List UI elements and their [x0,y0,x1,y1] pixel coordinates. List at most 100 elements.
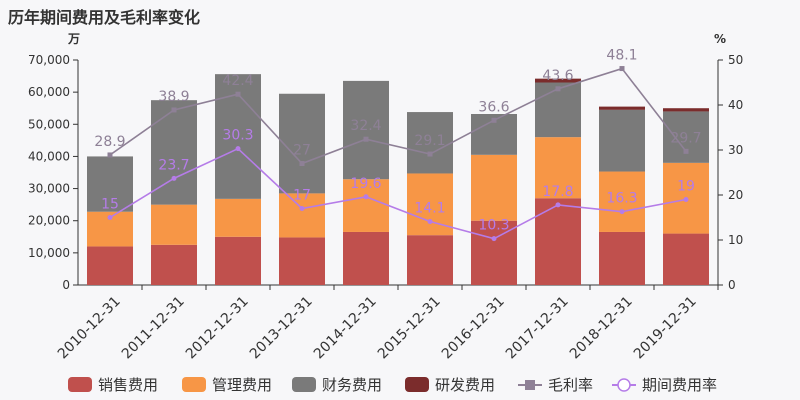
legend-label-管理费用: 管理费用 [212,376,272,394]
bar-财务费用 [87,156,133,212]
x-tick-label: 2012-12-31 [183,293,252,362]
data-label-期间费用率: 17.8 [542,184,573,200]
bar-销售费用 [151,244,197,285]
point-期间费用率 [427,219,433,225]
point-毛利率 [491,117,497,123]
right-tick-label: 40 [728,98,743,112]
point-毛利率 [363,136,369,142]
x-tick-label: 2010-12-31 [55,293,124,362]
data-label-毛利率: 28.9 [94,134,125,150]
left-tick-label: 40,000 [28,149,70,163]
bar-管理费用 [599,171,645,232]
point-期间费用率 [299,206,305,211]
point-毛利率 [107,152,113,158]
left-tick-label: 70,000 [28,53,70,67]
left-axis-unit: 万 [67,32,80,46]
point-期间费用率 [171,175,177,181]
x-tick-label: 2019-12-31 [631,293,700,362]
point-毛利率 [555,86,561,92]
bar-销售费用 [279,237,325,285]
line-期间费用率 [109,147,687,240]
point-毛利率 [683,148,689,154]
bar-销售费用 [535,198,581,285]
bar-销售费用 [343,231,389,285]
legend-swatch-销售费用 [68,377,92,392]
bar-财务费用 [535,82,581,138]
data-label-毛利率: 48.1 [606,48,637,64]
x-tick-label: 2011-12-31 [119,293,188,362]
left-tick-label: 0 [62,278,70,292]
data-label-毛利率: 29.7 [670,130,701,146]
data-label-期间费用率: 16.3 [606,191,637,207]
left-tick-label: 10,000 [28,246,70,260]
point-毛利率 [235,91,241,97]
x-tick-label: 2016-12-31 [439,293,508,362]
data-label-期间费用率: 14.1 [414,201,445,217]
data-label-毛利率: 38.9 [158,89,189,105]
x-tick-label: 2017-12-31 [503,293,572,362]
data-label-期间费用率: 17 [293,188,311,204]
legend-swatch-管理费用 [182,377,206,392]
legend-marker-毛利率 [525,380,535,390]
right-tick-label: 0 [728,278,736,292]
data-label-期间费用率: 19 [677,179,695,195]
bar-销售费用 [599,231,645,285]
data-label-毛利率: 27 [293,143,311,159]
x-tick-label: 2014-12-31 [311,293,380,362]
point-毛利率 [619,66,625,72]
left-tick-label: 20,000 [28,214,70,228]
x-tick-label: 2018-12-31 [567,293,636,362]
x-tick-label: 2015-12-31 [375,293,444,362]
left-tick-label: 30,000 [28,182,70,196]
bar-财务费用 [599,109,645,172]
right-tick-label: 50 [728,53,743,67]
point-期间费用率 [235,146,241,152]
point-期间费用率 [491,236,497,242]
data-label-毛利率: 42.4 [222,73,253,89]
point-期间费用率 [363,194,369,200]
bar-财务费用 [407,112,453,174]
data-label-期间费用率: 30.3 [222,128,253,144]
bar-销售费用 [407,235,453,285]
bar-管理费用 [471,154,517,221]
bar-管理费用 [343,179,389,232]
legend-swatch-研发费用 [405,377,429,392]
legend-label-财务费用: 财务费用 [322,376,382,394]
point-毛利率 [427,151,433,157]
data-label-期间费用率: 19.6 [350,176,381,192]
left-tick-label: 60,000 [28,85,70,99]
bar-研发费用 [599,106,645,110]
x-tick-label: 2013-12-31 [247,293,316,362]
legend-label-期间费用率: 期间费用率 [642,376,717,394]
bar-财务费用 [343,80,389,180]
right-axis-unit: % [714,32,726,46]
legend-label-毛利率: 毛利率 [548,376,593,394]
legend-label-研发费用: 研发费用 [435,376,495,394]
bar-研发费用 [535,78,581,83]
point-期间费用率 [107,215,113,220]
point-毛利率 [299,161,305,166]
legend-label-销售费用: 销售费用 [98,376,158,394]
bar-管理费用 [151,204,197,245]
legend-swatch-财务费用 [292,377,316,392]
point-期间费用率 [683,197,689,202]
data-label-期间费用率: 10.3 [478,218,509,234]
right-tick-label: 30 [728,143,743,157]
bar-管理费用 [215,198,261,237]
chart-title: 历年期间费用及毛利率变化 [8,8,201,27]
bar-研发费用 [663,108,709,112]
line-毛利率 [109,67,687,165]
point-毛利率 [171,107,177,113]
data-label-毛利率: 43.6 [542,68,573,84]
bar-管理费用 [279,193,325,238]
left-tick-label: 50,000 [28,117,70,131]
bar-销售费用 [87,246,133,285]
data-label-毛利率: 32.4 [350,118,381,134]
bar-财务费用 [663,111,709,163]
bar-财务费用 [279,93,325,194]
point-期间费用率 [555,202,561,208]
bar-管理费用 [535,137,581,199]
data-label-毛利率: 29.1 [414,133,445,149]
